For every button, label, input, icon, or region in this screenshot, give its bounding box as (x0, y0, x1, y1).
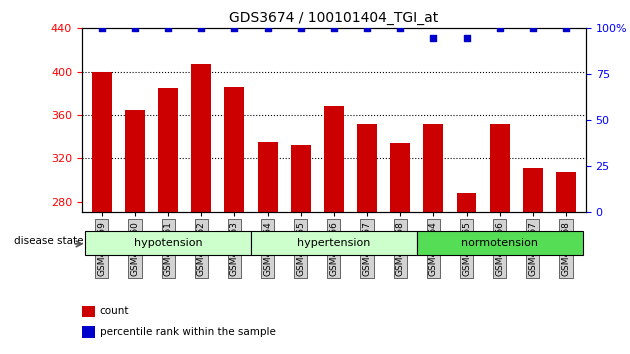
Text: normotension: normotension (461, 238, 538, 248)
Text: hypotension: hypotension (134, 238, 202, 248)
Point (163, 25, 173, 31)
Bar (556, 172, 576, 212)
Bar (324, 106, 344, 212)
Bar (158, 88, 178, 212)
Bar (523, 168, 543, 212)
Title: GDS3674 / 100101404_TGI_at: GDS3674 / 100101404_TGI_at (229, 11, 438, 24)
Bar (192, 64, 211, 212)
Bar (224, 87, 244, 212)
Bar (82, 306, 94, 317)
Text: count: count (100, 307, 129, 316)
Point (130, 25, 140, 31)
Bar (251, 232, 417, 255)
Bar (417, 232, 583, 255)
Bar (291, 145, 311, 212)
Bar (125, 109, 145, 212)
Point (395, 25, 405, 31)
Point (329, 25, 339, 31)
Text: hypertension: hypertension (297, 238, 370, 248)
Point (229, 25, 239, 31)
Bar (258, 142, 278, 212)
Bar (390, 143, 410, 212)
Bar (423, 124, 444, 212)
Point (196, 25, 206, 31)
Point (561, 25, 571, 31)
Bar (85, 232, 251, 255)
Point (428, 35, 438, 40)
Point (295, 25, 306, 31)
Point (528, 25, 538, 31)
Point (362, 25, 372, 31)
Bar (457, 193, 476, 212)
Point (462, 35, 472, 40)
Bar (82, 326, 94, 338)
Point (263, 25, 273, 31)
Point (495, 25, 505, 31)
Point (97, 25, 107, 31)
Text: disease state: disease state (14, 236, 83, 246)
Text: percentile rank within the sample: percentile rank within the sample (100, 327, 275, 337)
Bar (92, 72, 112, 212)
Bar (490, 124, 510, 212)
Bar (357, 124, 377, 212)
